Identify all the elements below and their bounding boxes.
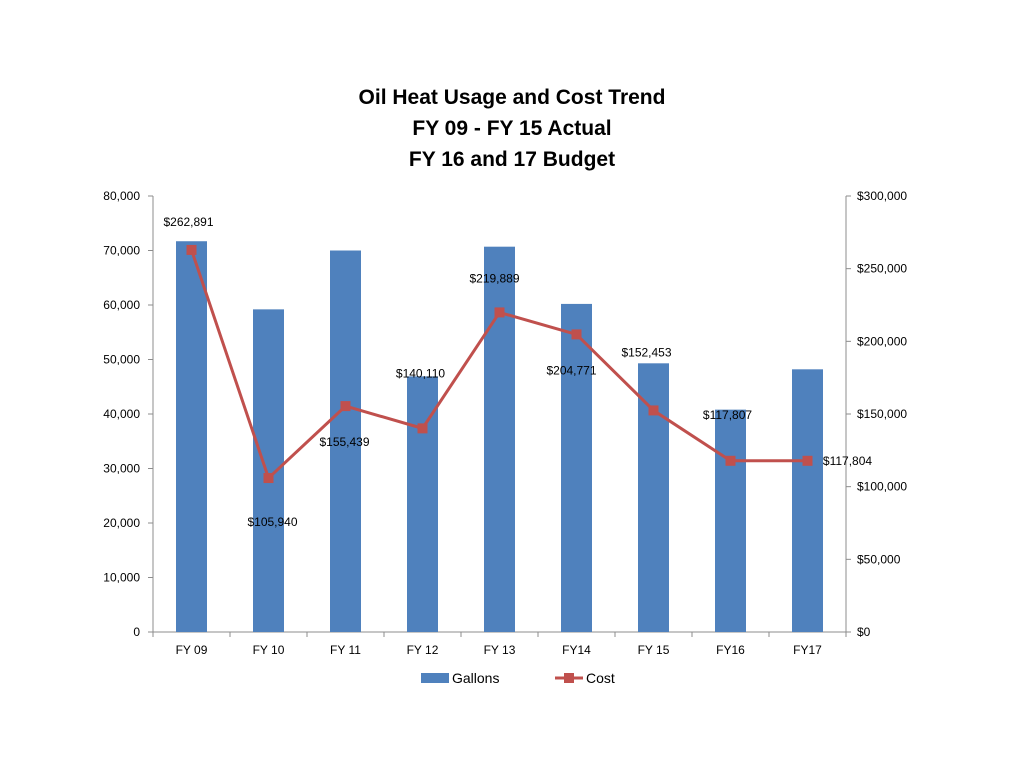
gallons-bars <box>176 241 823 633</box>
right-axis-tick-label: $200,000 <box>857 334 907 348</box>
right-axis-tick-label: $100,000 <box>857 480 907 494</box>
gallons-bar <box>561 303 592 632</box>
legend-cost-marker <box>564 673 574 683</box>
x-axis-tick-label: FY 13 <box>484 643 516 657</box>
cost-data-labels: $262,891 $105,940 $155,439 $140,110 $219,889… <box>163 215 872 529</box>
cost-data-label: $152,453 <box>621 345 671 359</box>
gallons-bar <box>715 409 746 632</box>
cost-point <box>571 329 582 340</box>
gallons-bar <box>638 363 669 632</box>
gallons-bar <box>484 246 515 632</box>
cost-point <box>494 307 505 318</box>
left-axis-tick-label: 60,000 <box>103 298 140 312</box>
gallons-bar <box>407 376 438 632</box>
left-axis: 0 10,000 20,000 30,000 40,000 50,000 60,000 70,… <box>103 189 154 639</box>
cost-point <box>340 401 351 412</box>
x-axis-tick-label: FY16 <box>716 643 745 657</box>
cost-data-label: $117,807 <box>703 408 752 422</box>
right-axis-tick-label: $0 <box>857 625 871 639</box>
chart-title-line-3: FY 16 and 17 Budget <box>409 148 615 171</box>
cost-point <box>725 455 736 466</box>
cost-point <box>186 244 197 255</box>
x-axis-tick-label: FY 15 <box>638 643 670 657</box>
cost-point <box>417 423 428 434</box>
gallons-bar <box>792 369 823 632</box>
left-axis-tick-label: 40,000 <box>103 407 140 421</box>
cost-data-label: $219,889 <box>469 271 519 285</box>
x-axis-tick-label: FY17 <box>793 643 822 657</box>
legend: Gallons Cost <box>421 670 615 686</box>
left-axis-tick-label: 20,000 <box>103 516 140 530</box>
chart-title: Oil Heat Usage and Cost Trend FY 09 - FY … <box>359 86 666 171</box>
left-axis-tick-label: 0 <box>133 625 140 639</box>
cost-line-series <box>186 244 813 484</box>
cost-data-label: $262,891 <box>163 215 213 229</box>
x-axis-tick-label: FY14 <box>562 643 591 657</box>
x-axis-tick-label: FY 12 <box>407 643 439 657</box>
right-axis-tick-label: $50,000 <box>857 552 901 566</box>
x-axis: FY 09 FY 10 FY 11 FY 12 FY 13 FY14 FY 15 FY16 FY… <box>152 631 847 657</box>
legend-cost-label: Cost <box>586 670 615 686</box>
cost-data-label: $204,771 <box>546 363 596 377</box>
right-axis: $0 $50,000 $100,000 $150,000 $200,000 $250,00… <box>845 189 907 639</box>
legend-gallons-swatch <box>421 673 449 683</box>
left-axis-tick-label: 50,000 <box>103 353 140 367</box>
left-axis-tick-label: 30,000 <box>103 462 140 476</box>
gallons-bar <box>253 309 284 632</box>
right-axis-tick-label: $250,000 <box>857 262 907 276</box>
gallons-bar <box>330 250 361 632</box>
left-axis-tick-label: 10,000 <box>103 571 140 585</box>
cost-data-label: $117,804 <box>823 454 872 468</box>
x-axis-tick-label: FY 09 <box>176 643 208 657</box>
cost-point <box>648 405 659 416</box>
right-axis-tick-label: $300,000 <box>857 189 907 203</box>
cost-data-label: $105,940 <box>247 515 297 529</box>
cost-point <box>802 455 813 466</box>
right-axis-tick-label: $150,000 <box>857 407 907 421</box>
cost-point <box>263 473 274 484</box>
left-axis-tick-label: 80,000 <box>103 189 140 203</box>
x-axis-tick-label: FY 11 <box>330 643 361 657</box>
left-axis-tick-label: 70,000 <box>103 244 140 258</box>
legend-gallons-label: Gallons <box>452 670 499 686</box>
chart-title-line-2: FY 09 - FY 15 Actual <box>412 117 611 140</box>
x-axis-tick-label: FY 10 <box>253 643 285 657</box>
chart-title-line-1: Oil Heat Usage and Cost Trend <box>359 86 666 109</box>
gallons-bar <box>176 241 207 633</box>
cost-data-label: $140,110 <box>396 366 445 380</box>
cost-data-label: $155,439 <box>319 435 369 449</box>
